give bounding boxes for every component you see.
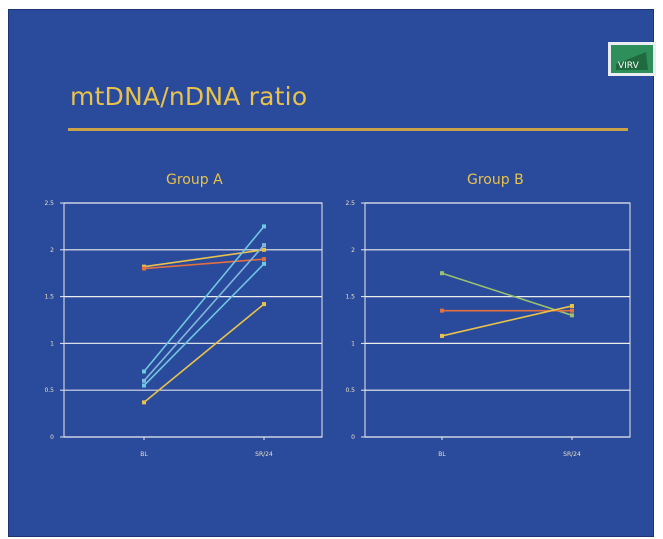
series-line	[143, 303, 265, 403]
data-point	[440, 333, 444, 338]
title-divider	[68, 128, 628, 131]
data-point	[142, 266, 146, 271]
data-point	[142, 400, 146, 405]
data-point	[440, 271, 444, 276]
slide-title: mtDNA/nDNA ratio	[70, 82, 308, 111]
data-point	[142, 378, 146, 383]
data-point	[440, 308, 444, 313]
y-tick-label: 2.5	[44, 200, 54, 207]
y-tick-label: 1.5	[345, 294, 355, 301]
data-point	[142, 383, 146, 388]
virv-logo-icon: VIRV	[608, 42, 656, 76]
data-point	[262, 247, 266, 252]
series-line	[143, 263, 265, 387]
y-tick-label: 0.5	[44, 387, 54, 394]
y-tick-label: 2.5	[345, 200, 355, 207]
slide: VIRV	[8, 9, 656, 537]
y-tick-label: 1.5	[44, 294, 54, 301]
y-tick-label: 1	[50, 340, 54, 347]
data-point	[142, 369, 146, 374]
data-point	[570, 313, 574, 318]
x-tick-label: SR/24	[563, 451, 581, 458]
data-point	[262, 257, 266, 262]
svg-text:VIRV: VIRV	[618, 61, 640, 71]
data-point	[570, 303, 574, 308]
data-point	[262, 261, 266, 266]
y-tick-label: 0.5	[345, 387, 355, 394]
y-tick-label: 1	[351, 340, 355, 347]
y-tick-label: 0	[351, 434, 355, 441]
x-tick-label: SR/24	[255, 451, 273, 458]
data-point	[262, 224, 266, 229]
series-line	[143, 258, 265, 270]
chart-title-group-b: Group B	[467, 172, 524, 188]
data-point	[262, 243, 266, 248]
x-tick-label: BL	[438, 451, 446, 458]
series-line	[143, 225, 265, 372]
x-tick-label: BL	[140, 451, 148, 458]
data-point	[262, 302, 266, 307]
series-line	[143, 244, 265, 382]
y-tick-label: 2	[50, 247, 54, 254]
chart-title-group-a: Group A	[166, 172, 223, 188]
series-line	[441, 272, 573, 317]
data-point	[570, 308, 574, 313]
series-line	[143, 249, 265, 268]
plot-area-frame	[364, 202, 631, 438]
series-line	[441, 305, 573, 337]
y-tick-label: 2	[351, 247, 355, 254]
y-tick-label: 0	[50, 434, 54, 441]
